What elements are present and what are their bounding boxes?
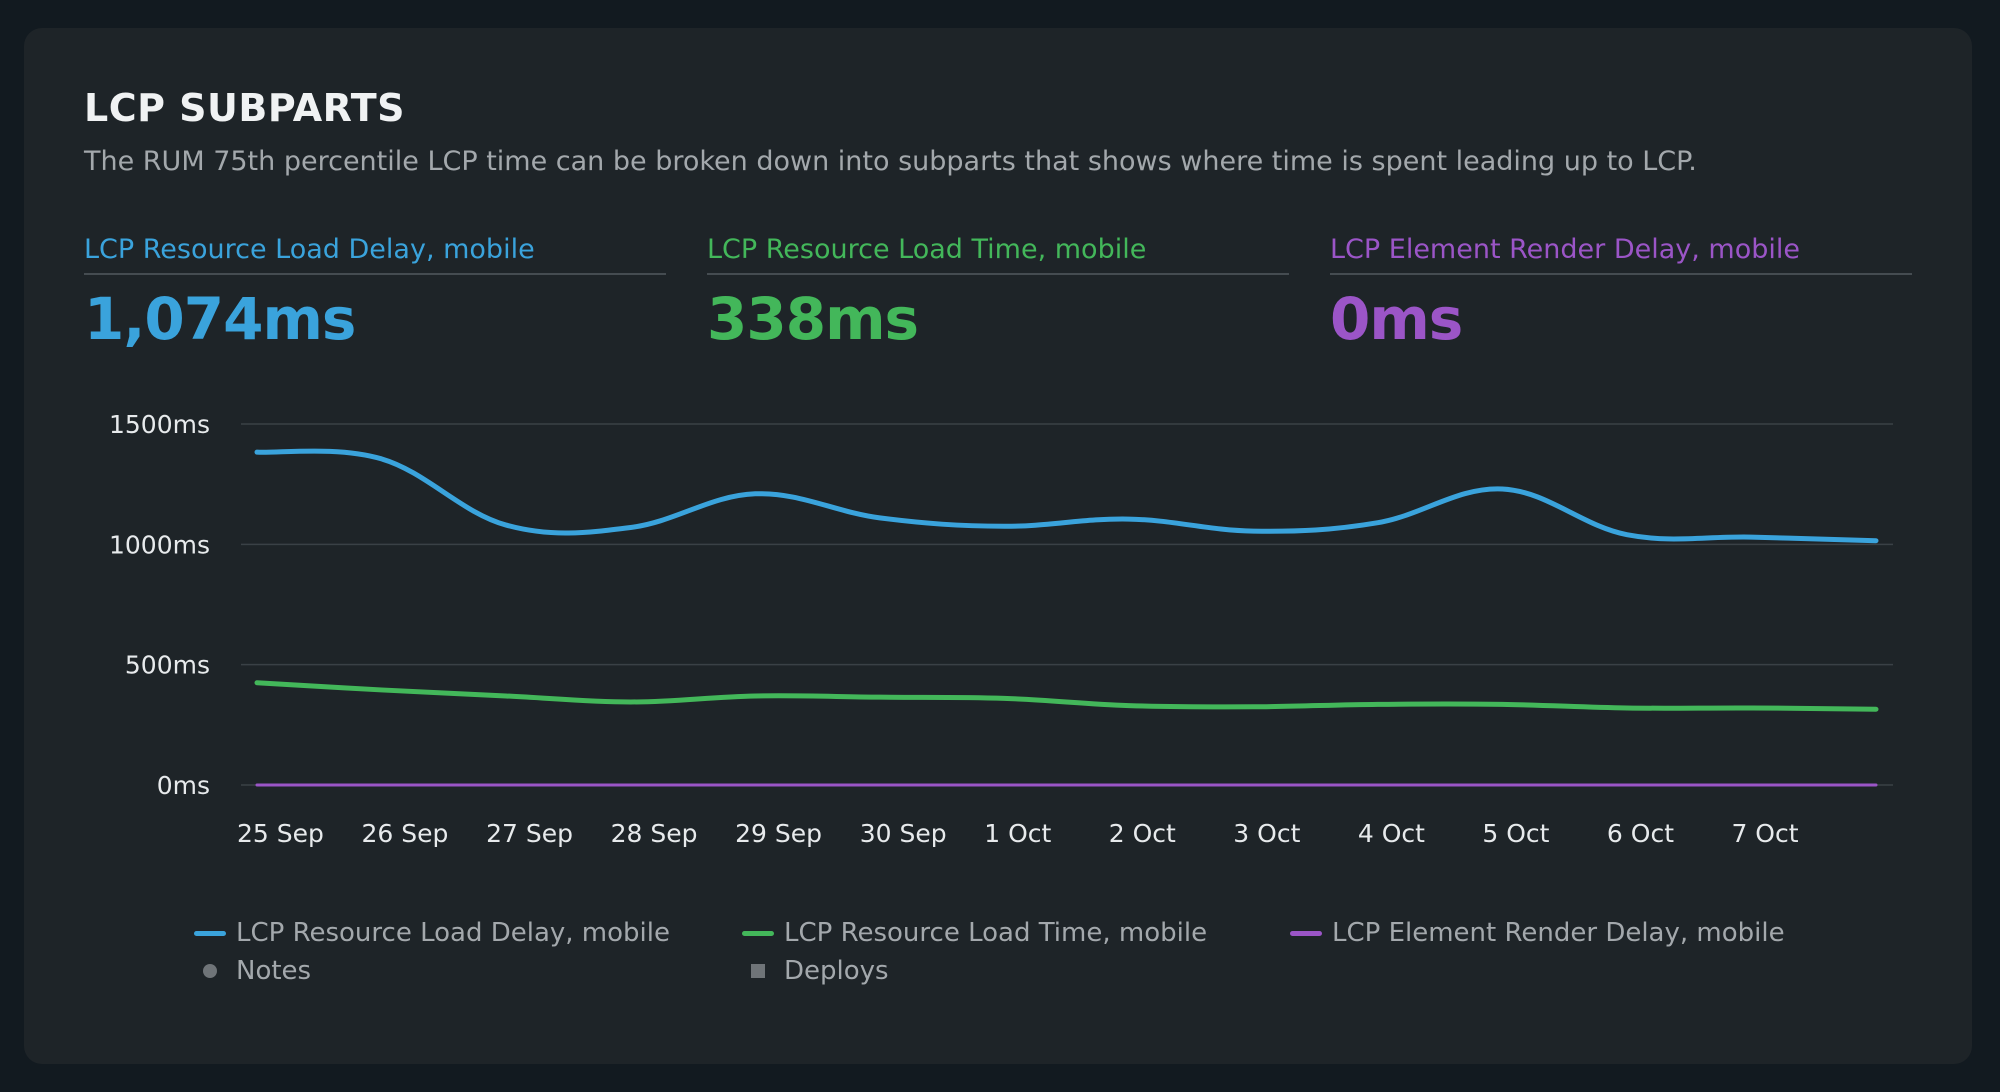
x-tick-label: 29 Sep: [735, 819, 822, 848]
y-tick-label: 1500ms: [109, 410, 210, 439]
y-tick-label: 1000ms: [109, 530, 210, 559]
metric-value: 0ms: [1330, 285, 1463, 353]
x-tick-label: 2 Oct: [1109, 819, 1176, 848]
metric-label: LCP Resource Load Delay, mobile: [84, 234, 666, 275]
x-tick-label: 7 Oct: [1731, 819, 1798, 848]
legend-label: Notes: [236, 956, 312, 986]
x-tick-label: 30 Sep: [860, 819, 947, 848]
x-tick-label: 3 Oct: [1233, 819, 1300, 848]
x-tick-label: 28 Sep: [611, 819, 698, 848]
metric-resource-load-delay: LCP Resource Load Delay, mobile 1,074ms: [84, 234, 666, 353]
notes-dot-icon: [203, 964, 217, 978]
lcp-subparts-card: LCP SUBPARTS The RUM 75th percentile LCP…: [24, 28, 1972, 1064]
line-chart[interactable]: 0ms 500ms 1000ms 1500ms 25 Sep 26 Sep 27 Sep 28…: [24, 28, 1972, 1064]
metric-label: LCP Element Render Delay, mobile: [1330, 234, 1912, 275]
card-subtitle: The RUM 75th percentile LCP time can be …: [84, 146, 1697, 177]
series-line-resource-load-delay: [254, 448, 1879, 544]
legend-swatch: [194, 930, 226, 936]
metric-value: 1,074ms: [84, 285, 356, 353]
metric-resource-load-time: LCP Resource Load Time, mobile 338ms: [707, 234, 1289, 353]
x-tick-label: 5 Oct: [1482, 819, 1549, 848]
x-tick-label: 26 Sep: [362, 819, 449, 848]
legend-item-resource-load-delay[interactable]: LCP Resource Load Delay, mobile: [194, 918, 670, 948]
deploys-square-icon: [751, 964, 765, 978]
legend-item-deploys[interactable]: Deploys: [742, 956, 889, 986]
legend-swatch: [1290, 930, 1322, 936]
x-tick-label: 6 Oct: [1607, 819, 1674, 848]
y-tick-label: 0ms: [157, 771, 210, 800]
metric-value: 338ms: [707, 285, 919, 353]
x-tick-label: 1 Oct: [984, 819, 1051, 848]
x-tick-label: 4 Oct: [1358, 819, 1425, 848]
legend-label: LCP Element Render Delay, mobile: [1332, 918, 1785, 948]
metric-label: LCP Resource Load Time, mobile: [707, 234, 1289, 275]
legend-label: LCP Resource Load Delay, mobile: [236, 918, 670, 948]
x-tick-label: 27 Sep: [486, 819, 573, 848]
legend-item-element-render-delay[interactable]: LCP Element Render Delay, mobile: [1290, 918, 1785, 948]
legend-item-notes[interactable]: Notes: [194, 956, 311, 986]
legend-label: LCP Resource Load Time, mobile: [784, 918, 1208, 948]
y-tick-label: 500ms: [125, 651, 210, 680]
x-tick-label: 25 Sep: [237, 819, 324, 848]
metric-element-render-delay: LCP Element Render Delay, mobile 0ms: [1330, 234, 1912, 353]
legend-item-resource-load-time[interactable]: LCP Resource Load Time, mobile: [742, 918, 1207, 948]
series-line-resource-load-time: [254, 680, 1879, 712]
legend-swatch: [742, 930, 774, 936]
card-title: LCP SUBPARTS: [84, 86, 405, 130]
legend-label: Deploys: [784, 956, 889, 986]
